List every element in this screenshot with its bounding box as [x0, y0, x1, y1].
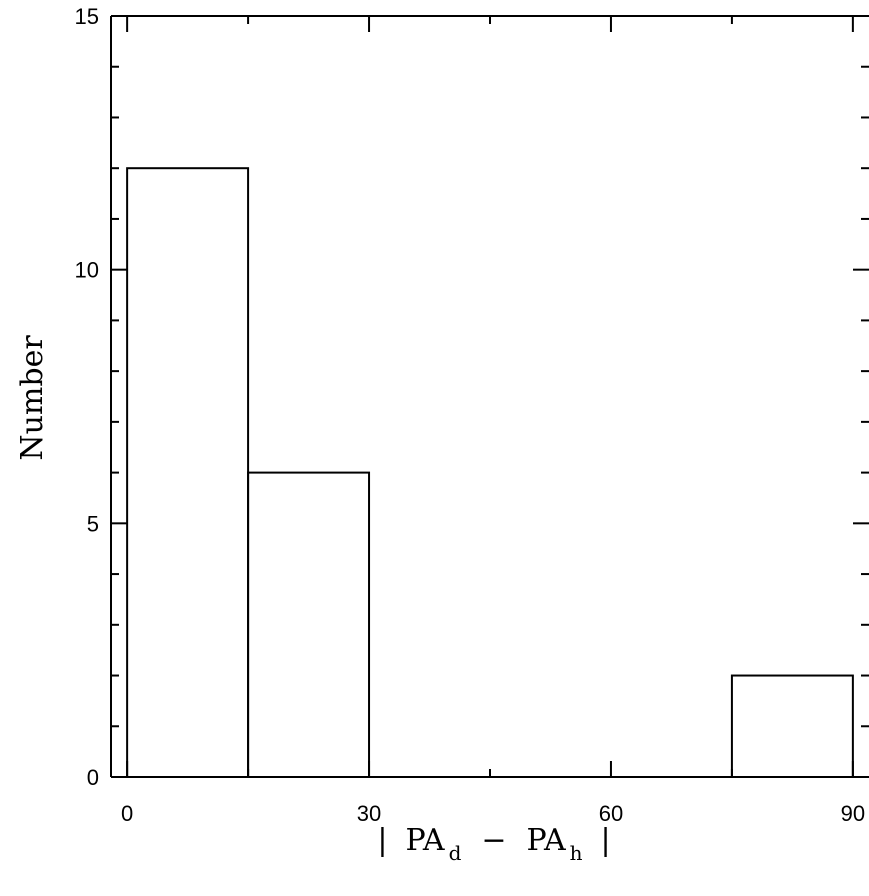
plot-frame: [110, 15, 869, 778]
histogram-bars: [126, 167, 854, 778]
x-axis-title-term1-sub: d: [449, 841, 462, 865]
y-tick-label: 15: [75, 4, 99, 29]
x-tick-label: 90: [841, 801, 865, 826]
histogram-bar: [247, 471, 371, 778]
y-tick-label: 0: [87, 765, 99, 790]
x-axis-title-term1: PA: [405, 823, 444, 858]
x-tick-label: 0: [121, 801, 133, 826]
y-tick-label: 10: [75, 258, 99, 283]
histogram-bar: [730, 674, 854, 778]
x-tick-label: 30: [357, 801, 381, 826]
x-axis-title-bar-open: |: [377, 823, 387, 858]
x-axis-title-term2-sub: h: [570, 841, 583, 865]
tick-labels: 0 30 60 90 0 5 10 15: [75, 4, 866, 826]
axis-ticks: [111, 15, 869, 778]
x-axis-title-term2: PA: [527, 823, 566, 858]
y-axis-title: Number: [15, 335, 50, 461]
x-tick-label: 60: [599, 801, 623, 826]
x-axis-title-minus: −: [481, 823, 506, 858]
y-tick-label: 5: [87, 511, 99, 536]
x-axis-title: | PA d − PA h |: [377, 823, 610, 865]
histogram-bar: [126, 167, 250, 778]
x-axis-title-bar-close: |: [601, 823, 611, 858]
